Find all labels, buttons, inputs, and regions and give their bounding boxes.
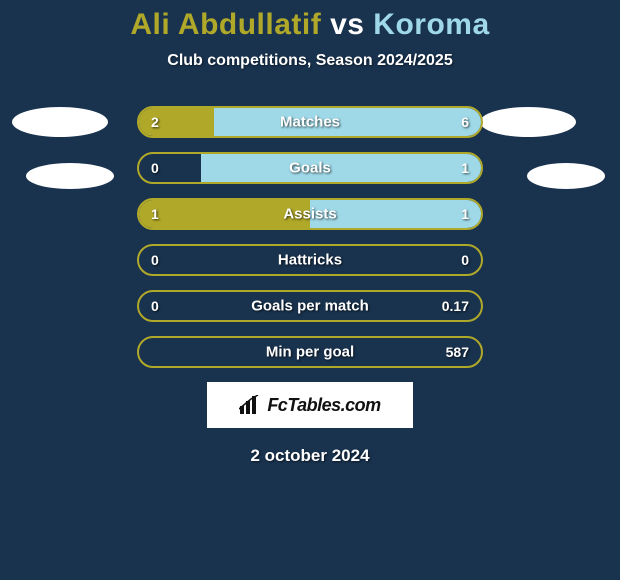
- stat-fill-right: [201, 154, 481, 182]
- stat-label: Min per goal: [139, 344, 481, 361]
- comparison-card: Ali Abdullatif vs Koroma Club competitio…: [0, 0, 620, 580]
- title: Ali Abdullatif vs Koroma: [0, 8, 620, 42]
- club-logo: [26, 163, 114, 189]
- brand-box[interactable]: FcTables.com: [207, 382, 413, 428]
- stat-fill-left: [139, 108, 214, 136]
- title-vs: vs: [330, 8, 364, 41]
- stat-value-right: 0.17: [442, 298, 469, 314]
- date: 2 october 2024: [0, 446, 620, 466]
- stat-fill-right: [214, 108, 481, 136]
- club-logo: [12, 107, 108, 137]
- stat-label: Hattricks: [139, 252, 481, 269]
- stat-fill-left: [139, 200, 310, 228]
- stat-fill-right: [310, 200, 481, 228]
- club-logo: [480, 107, 576, 137]
- stat-row: Goals01: [137, 152, 483, 184]
- club-logo: [527, 163, 605, 189]
- stats-rows: Matches26Goals01Assists11Hattricks00Goal…: [0, 106, 620, 368]
- stat-row: Min per goal587: [137, 336, 483, 368]
- stat-label: Goals per match: [139, 298, 481, 315]
- stat-value-left: 0: [151, 298, 159, 314]
- stat-row: Matches26: [137, 106, 483, 138]
- bar-chart-icon: [239, 395, 261, 415]
- stat-row: Assists11: [137, 198, 483, 230]
- stat-value-right: 0: [461, 252, 469, 268]
- stat-row: Hattricks0 0: [137, 244, 483, 276]
- brand-text: FcTables.com: [267, 395, 380, 416]
- subtitle: Club competitions, Season 2024/2025: [0, 52, 620, 70]
- stat-value-right: 587: [446, 344, 469, 360]
- stat-value-left: 0: [151, 252, 159, 268]
- title-player2: Koroma: [373, 8, 489, 41]
- stat-value-left: 0: [151, 160, 159, 176]
- stat-row: Goals per match0 0.17: [137, 290, 483, 322]
- title-player1: Ali Abdullatif: [130, 8, 321, 41]
